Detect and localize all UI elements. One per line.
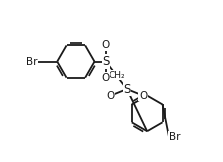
Text: S: S: [102, 55, 109, 68]
Text: Br: Br: [26, 57, 38, 67]
Text: CH₂: CH₂: [108, 71, 125, 80]
Text: Br: Br: [169, 132, 180, 142]
Text: O: O: [139, 91, 147, 101]
Text: O: O: [102, 73, 110, 83]
Text: S: S: [123, 83, 131, 96]
Text: O: O: [107, 91, 115, 101]
Text: O: O: [102, 40, 110, 50]
